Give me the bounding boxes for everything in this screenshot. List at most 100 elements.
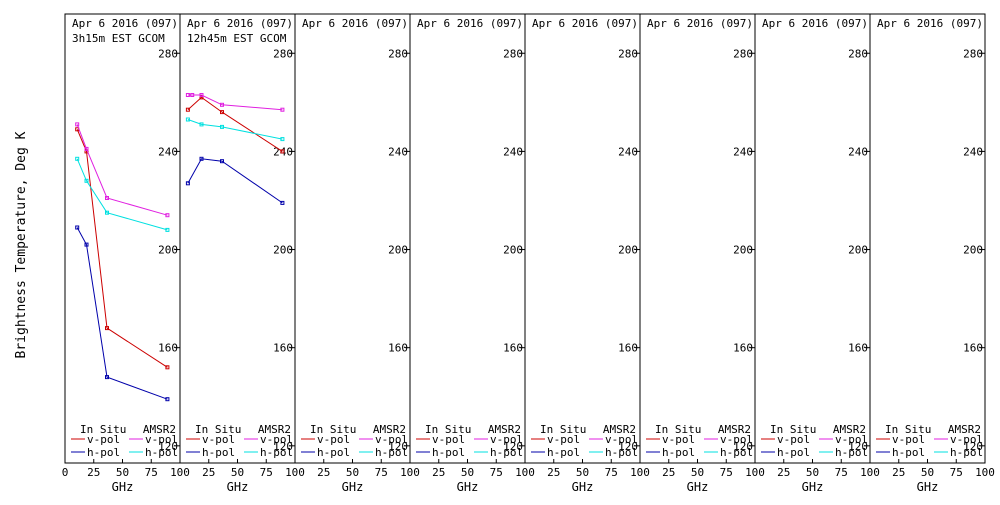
panel-frame xyxy=(754,13,871,464)
legend-label-insitu-v: v-pol xyxy=(432,433,465,446)
legend-title-insitu: In Situ xyxy=(770,423,816,436)
y-tick-label: 160 xyxy=(848,342,868,355)
chart-panel-4: Apr 6 2016 (097) 120 160 200 240 280 25 50 75 100… xyxy=(409,13,535,494)
legend-label-insitu-h: h-pol xyxy=(777,446,810,459)
panel-frame xyxy=(869,13,986,464)
x-tick-label: 75 xyxy=(490,466,503,479)
legend-label-insitu-v: v-pol xyxy=(662,433,695,446)
x-axis-label: GHz xyxy=(572,480,594,494)
x-axis-label: GHz xyxy=(802,480,824,494)
y-tick-label: 120 xyxy=(503,440,523,453)
series-line-in-situ-v-pol xyxy=(187,96,283,152)
legend-title-insitu: In Situ xyxy=(425,423,471,436)
series-line-amsr2-v-pol xyxy=(76,124,168,216)
data-point xyxy=(84,146,89,151)
y-tick-label: 240 xyxy=(618,145,638,158)
legend-title-amsr2: AMSR2 xyxy=(718,423,751,436)
x-axis-label: GHz xyxy=(917,480,939,494)
legend-label-insitu-h: h-pol xyxy=(87,446,120,459)
panel-frame xyxy=(409,13,526,464)
x-tick-label: 50 xyxy=(576,466,589,479)
y-tick-label: 120 xyxy=(158,440,178,453)
y-tick-label: 200 xyxy=(963,244,983,257)
y-tick-label: 120 xyxy=(618,440,638,453)
legend-label-amsr2-v: v-pol xyxy=(490,433,523,446)
panel-frame xyxy=(64,13,181,464)
legend-label-insitu-h: h-pol xyxy=(432,446,465,459)
legend-title-insitu: In Situ xyxy=(885,423,931,436)
y-tick-label: 160 xyxy=(273,342,293,355)
x-tick-label: 50 xyxy=(346,466,359,479)
x-tick-label: 25 xyxy=(432,466,445,479)
data-point xyxy=(105,210,109,215)
data-point xyxy=(280,149,285,154)
data-point xyxy=(165,213,170,218)
data-point xyxy=(105,375,109,380)
x-tick-label: 25 xyxy=(892,466,905,479)
legend-label-insitu-h: h-pol xyxy=(662,446,695,459)
panel-title: Apr 6 2016 (097) xyxy=(532,17,638,30)
legend-label-amsr2-h: h-pol xyxy=(835,446,868,459)
data-point xyxy=(199,95,204,100)
x-tick-label: 75 xyxy=(720,466,733,479)
chart-panel-6: Apr 6 2016 (097) 120 160 200 240 280 25 50 75 100… xyxy=(639,13,765,494)
data-point xyxy=(165,397,170,402)
y-tick-label: 280 xyxy=(733,47,753,60)
legend-label-insitu-h: h-pol xyxy=(892,446,925,459)
y-tick-label: 120 xyxy=(733,440,753,453)
x-tick-label: 25 xyxy=(662,466,675,479)
y-tick-label: 200 xyxy=(848,244,868,257)
legend-title-amsr2: AMSR2 xyxy=(833,423,866,436)
data-point xyxy=(199,93,204,97)
data-point xyxy=(199,156,204,161)
y-tick-label: 160 xyxy=(733,342,753,355)
x-tick-label: 75 xyxy=(605,466,618,479)
y-tick-label: 160 xyxy=(503,342,523,355)
panel-title: Apr 6 2016 (097) xyxy=(877,17,983,30)
x-tick-label: 50 xyxy=(116,466,129,479)
x-tick-label: 100 xyxy=(515,466,535,479)
x-axis-label: GHz xyxy=(227,480,249,494)
legend-label-amsr2-h: h-pol xyxy=(375,446,408,459)
y-tick-label: 120 xyxy=(848,440,868,453)
x-axis-label: GHz xyxy=(687,480,709,494)
x-axis-label: GHz xyxy=(342,480,364,494)
y-tick-label: 160 xyxy=(158,342,178,355)
legend-label-amsr2-h: h-pol xyxy=(720,446,753,459)
legend-title-insitu: In Situ xyxy=(195,423,241,436)
y-tick-label: 120 xyxy=(963,440,983,453)
chart-panel-1: Apr 6 2016 (097) 3h15m EST GCOM 120 160 200 2… xyxy=(62,13,190,494)
legend-label-insitu-v: v-pol xyxy=(317,433,350,446)
x-tick-label: 100 xyxy=(745,466,765,479)
x-tick-label: 50 xyxy=(231,466,244,479)
legend-label-amsr2-v: v-pol xyxy=(835,433,868,446)
panel-title: Apr 6 2016 (097) xyxy=(417,17,523,30)
data-point xyxy=(185,93,190,97)
legend-title-insitu: In Situ xyxy=(655,423,701,436)
legend-title-amsr2: AMSR2 xyxy=(488,423,521,436)
y-tick-label: 160 xyxy=(618,342,638,355)
legend-title-amsr2: AMSR2 xyxy=(948,423,981,436)
legend-label-amsr2-v: v-pol xyxy=(260,433,293,446)
legend-label-amsr2-h: h-pol xyxy=(605,446,638,459)
x-tick-label: 50 xyxy=(691,466,704,479)
legend-label-insitu-v: v-pol xyxy=(777,433,810,446)
y-tick-label: 200 xyxy=(733,244,753,257)
legend-label-insitu-v: v-pol xyxy=(892,433,925,446)
x-tick-label: 100 xyxy=(400,466,420,479)
legend-title-amsr2: AMSR2 xyxy=(603,423,636,436)
legend-label-insitu-h: h-pol xyxy=(317,446,350,459)
y-axis-label: Brightness Temperature, Deg K xyxy=(14,131,29,358)
legend-label-amsr2-h: h-pol xyxy=(490,446,523,459)
data-point xyxy=(75,122,80,127)
x-tick-label: 100 xyxy=(975,466,995,479)
x-tick-label: 100 xyxy=(860,466,880,479)
x-tick-label: 50 xyxy=(806,466,819,479)
legend-title-amsr2: AMSR2 xyxy=(143,423,176,436)
